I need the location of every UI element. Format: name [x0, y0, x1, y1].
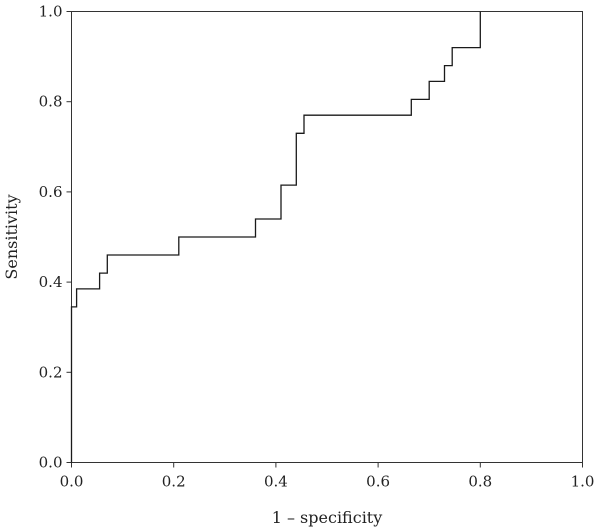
y-tick-label: 0.6: [39, 183, 63, 201]
y-tick-label: 1.0: [39, 3, 63, 21]
y-axis-ticks: 0.0 0.2 0.4 0.6 0.8 1.0: [39, 3, 72, 472]
x-axis-label: 1 – specificity: [272, 508, 383, 527]
x-tick-label: 0.8: [468, 473, 492, 491]
x-tick-label: 0.2: [162, 473, 186, 491]
roc-curve: [70, 11, 481, 463]
x-tick-label: 1.0: [571, 473, 595, 491]
y-tick-label: 0.2: [39, 363, 63, 381]
plot-frame: [71, 11, 583, 463]
y-tick-label: 0.8: [39, 93, 63, 111]
x-tick-label: 0.6: [366, 473, 390, 491]
y-tick-label: 0.4: [39, 273, 63, 291]
x-tick-label: 0.4: [264, 473, 288, 491]
y-tick-label: 0.0: [39, 454, 63, 472]
series-layer: [70, 11, 481, 463]
y-axis-label: Sensitivity: [2, 194, 21, 279]
x-axis-ticks: 0.0 0.2 0.4 0.6 0.8 1.0: [60, 462, 595, 491]
x-tick-label: 0.0: [60, 473, 84, 491]
